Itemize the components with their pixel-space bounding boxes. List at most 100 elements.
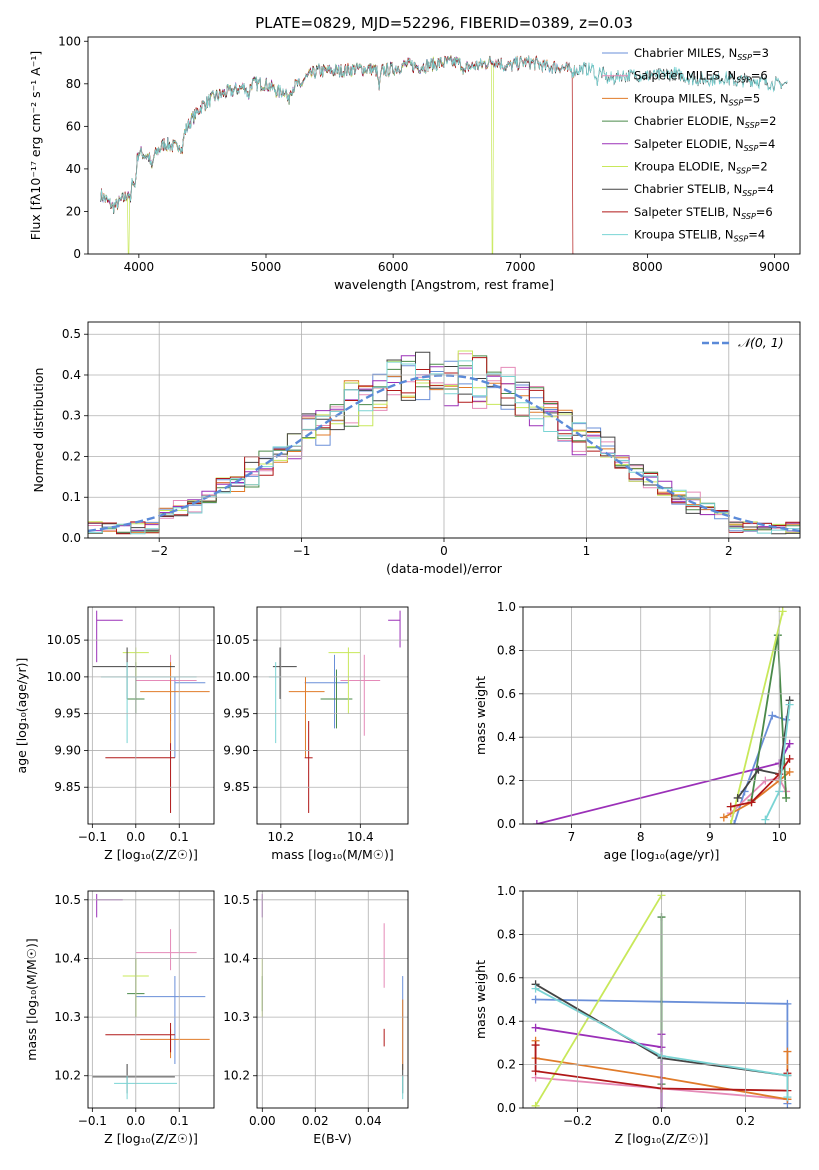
y-tick-label: 10.4 [54,951,81,965]
x-tick-label: 1 [583,544,591,558]
x-tick-label: 8 [637,830,645,844]
marker-kroupa-stelib [531,984,540,993]
y-tick-label: 0.4 [497,1014,516,1028]
x-tick-label: 0.1 [170,1114,189,1128]
panel-residuals: −2 −1 0 1 2 0.0 0.1 0.2 0.3 0.4 0.5 (data-model)/er… [31,321,801,576]
axes-frame [256,606,409,825]
x-tick-label: 0 [440,544,448,558]
axes-frame [87,606,215,825]
plot-area-mass_vs_Z [92,893,210,1100]
marker-salpeter-elodie [532,820,541,824]
spectrum-line-salpeter-miles [100,55,578,214]
x-tick-label: 8000 [632,260,663,274]
marker-kroupa-miles [783,1047,792,1056]
panel-weight_vs_Z: −0.2 0.0 0.2 0.0 0.2 0.4 0.6 0.8 1.0 Z [log₁₀(Z/Z… [473,884,801,1146]
spectrum-line-kroupa-stelib [100,55,788,213]
plot-area-spectrum [100,54,788,254]
y-tick-label: 60 [66,119,81,133]
x-tick-label: 0.2 [736,1114,755,1128]
x-tick-label: 5000 [251,260,282,274]
marker-chabrier-stelib [733,793,742,802]
marker-salpeter-elodie [785,739,794,748]
x-tick-label: 0.1 [170,830,189,844]
x-axis-label: mass [log₁₀(M/M☉)] [271,847,393,862]
axes-frame [522,606,801,825]
y-axis-label: mass [log₁₀(M/M☉)] [24,938,39,1060]
y-tick-label: 10.00 [216,670,250,684]
y-tick-label: 0.4 [62,368,81,382]
y-tick-label: 10.00 [47,670,81,684]
y-tick-label: 10.3 [223,1010,250,1024]
x-axis-label: Z [log₁₀(Z/Z☉)] [104,1131,198,1146]
plot-area-mass_vs_ebv [261,893,404,1100]
y-axis-label: age [log₁₀(age/yr)] [14,658,29,774]
axes-frame [87,321,801,539]
x-tick-label: 9000 [759,260,790,274]
marker-kroupa-miles [785,767,794,776]
x-tick-label: −2 [150,544,168,558]
y-tick-label: 0.6 [497,971,516,985]
legend-label-chabrier-stelib: Chabrier STELIB, NSSP=4 [634,182,774,198]
marker-salpeter-stelib [785,754,794,763]
marker-kroupa-elodie [531,1101,540,1108]
series-line-salpeter-miles [730,777,787,814]
y-tick-label: 10.5 [223,893,250,907]
x-axis-label: (data-model)/error [386,561,503,576]
marker-kroupa-stelib [761,815,770,824]
y-axis-label: mass weight [473,676,488,755]
y-tick-label: 10.05 [216,633,250,647]
panel-age_vs_Z: −0.1 0.0 0.1 9.85 9.90 9.95 10.00 10.05 Z [log₁₀… [14,606,215,862]
spectrum-line-chabrier-miles [100,55,578,212]
marker-salpeter-stelib [531,1041,540,1050]
legend-label-salpeter-stelib: Salpeter STELIB, NSSP=6 [634,205,773,221]
legend-label-salpeter-elodie: Salpeter ELODIE, NSSP=4 [634,137,775,153]
y-tick-label: 9.90 [223,743,250,757]
series-line-salpeter-elodie [536,743,791,824]
marker-chabrier-miles [531,995,540,1004]
y-tick-label: 20 [66,204,81,218]
legend-label-normal: 𝒩(0, 1) [738,335,784,350]
series-line-salpeter-stelib [730,758,791,808]
y-tick-label: 0.6 [497,687,516,701]
y-tick-label: 9.95 [54,707,81,721]
series-line-kroupa-stelib [535,987,789,1098]
y-tick-label: 0.2 [497,1058,516,1072]
spectrum-line-salpeter-stelib [100,54,575,254]
x-axis-label: wavelength [Angstrom, rest frame] [334,277,554,292]
marker-chabrier-miles [768,711,777,720]
axes-frame [522,890,801,1109]
y-axis-label: Flux [fλ10⁻¹⁷ erg cm⁻² s⁻¹ A⁻¹] [28,51,43,240]
x-tick-label: −0.1 [78,1114,107,1128]
series-line-kroupa-elodie [534,894,663,1107]
y-tick-label: 0 [73,247,81,261]
plot-area-age_vs_mass [268,610,401,813]
axes-frame [256,890,409,1109]
y-tick-label: 80 [66,77,81,91]
y-tick-label: 0.3 [62,409,81,423]
y-tick-label: 0.0 [62,531,81,545]
y-tick-label: 10.3 [54,1010,81,1024]
x-tick-label: 0.00 [249,1114,276,1128]
legend-label-chabrier-elodie: Chabrier ELODIE, NSSP=2 [634,114,776,130]
y-tick-label: 10.4 [223,951,250,965]
y-tick-label: 9.85 [54,780,81,794]
x-tick-label: 2 [725,544,733,558]
x-tick-label: 7 [568,830,576,844]
y-tick-label: 10.2 [223,1069,250,1083]
axes-frame [87,890,215,1109]
plot-area-age_vs_Z [92,610,210,813]
panel-spectrum: 4000 5000 6000 7000 8000 9000 0 20 40 60 80 100 wave… [28,34,801,292]
legend-label-kroupa-stelib: Kroupa STELIB, NSSP=4 [634,228,765,244]
marker-kroupa-stelib [785,700,794,709]
y-tick-label: 0.8 [497,927,516,941]
y-tick-label: 40 [66,162,81,176]
y-tick-label: 9.90 [54,743,81,757]
marker-salpeter-stelib [531,1067,540,1076]
spectrum-line-salpeter-elodie [100,56,495,212]
spectrum-line-chabrier-elodie [100,55,495,214]
panel-weight_vs_age: 7 8 9 10 0.0 0.2 0.4 0.6 0.8 1.0 age [log₁₀(age/yr… [473,600,801,862]
panel-mass_vs_ebv: 0.00 0.02 0.04 10.2 10.3 10.4 10.5 E(B-V) [223,890,409,1146]
x-tick-label: −0.2 [563,1114,592,1128]
y-axis-label: mass weight [473,960,488,1039]
